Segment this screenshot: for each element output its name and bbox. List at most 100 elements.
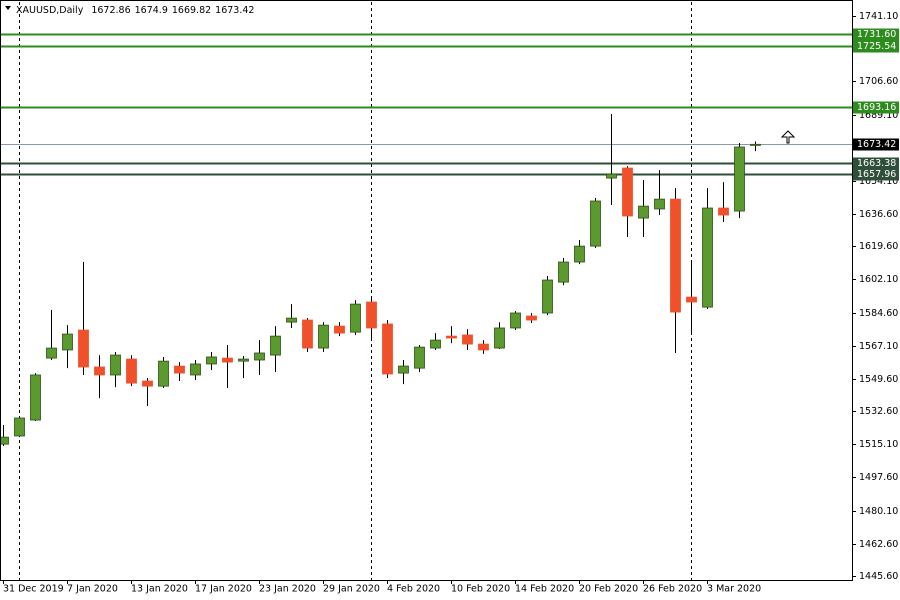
y-tick-label: 1497.60 — [859, 472, 898, 483]
symbol: XAUUSD,Daily — [16, 5, 84, 16]
header-close: 1673.42 — [215, 5, 254, 16]
candle-body — [670, 198, 681, 313]
y-tick-label: 1584.60 — [859, 308, 898, 319]
header-low: 1669.82 — [172, 5, 211, 16]
header-open: 1672.86 — [91, 5, 130, 16]
candle-body — [0, 436, 9, 445]
arrow-icon — [780, 130, 796, 144]
candle-body — [654, 198, 665, 210]
candle-body — [78, 329, 89, 368]
candle-body — [174, 365, 185, 374]
x-tick-label: 20 Feb 2020 — [579, 584, 638, 595]
x-tick-label: 14 Feb 2020 — [515, 584, 574, 595]
candle-body — [478, 343, 489, 351]
level-label-bg — [853, 101, 899, 114]
plot — [0, 33, 852, 447]
x-tick-label: 7 Jan 2020 — [67, 584, 118, 595]
candle-body — [462, 334, 473, 345]
menu-triangle — [5, 6, 11, 10]
x-tick-label: 29 Jan 2020 — [323, 584, 380, 595]
level-label-bg — [853, 28, 899, 41]
frame — [0, 0, 853, 581]
candle-body — [14, 417, 25, 437]
candle-body — [718, 207, 729, 216]
x-tick-label: 13 Jan 2020 — [131, 584, 188, 595]
x-tick-label: 10 Feb 2020 — [451, 584, 510, 595]
y-tick-label: 1602.10 — [859, 274, 898, 285]
x-tick-label: 26 Feb 2020 — [643, 584, 702, 595]
candle-body — [94, 366, 105, 376]
candle-body — [702, 207, 713, 308]
candle-body — [430, 339, 441, 349]
price-label-bg — [853, 138, 899, 151]
candle-body — [622, 167, 633, 217]
y-tick-label: 1706.60 — [859, 76, 898, 87]
candle-body — [382, 323, 393, 375]
level-label-bg — [853, 168, 899, 181]
level-label: 1731.60 — [857, 29, 896, 40]
y-tick-label: 1462.60 — [859, 539, 898, 550]
candle-body — [334, 325, 345, 334]
x-tick-label: 23 Jan 2020 — [259, 584, 316, 595]
candle-body — [46, 347, 57, 359]
x-tick-label: 31 Dec 2019 — [3, 584, 64, 595]
candle-body — [238, 358, 249, 362]
level-label: 1657.96 — [857, 169, 896, 180]
y-tick-label: 1549.60 — [859, 374, 898, 385]
level-label: 1725.54 — [857, 41, 896, 52]
level-label: 1693.16 — [857, 102, 896, 113]
candle-body — [302, 319, 313, 349]
y-tick-label: 1619.60 — [859, 241, 898, 252]
candle-body — [446, 335, 457, 339]
candle-body — [30, 374, 41, 421]
header-high: 1674.9 — [135, 5, 168, 16]
candle-body — [142, 380, 153, 387]
candle-body — [750, 143, 761, 146]
candle-body — [62, 333, 73, 351]
candle-body — [542, 279, 553, 314]
price-label: 1673.42 — [857, 139, 896, 150]
x-tick-label: 3 Mar 2020 — [707, 584, 761, 595]
header: XAUUSD,Daily 1672.86 1674.9 1669.82 1673.42 — [16, 5, 254, 16]
candle-body — [414, 346, 425, 369]
level-label: 1663.38 — [857, 158, 896, 169]
level-label-bg — [853, 40, 899, 53]
candle-body — [574, 245, 585, 263]
candle-body — [494, 327, 505, 349]
y-tick-label: 1636.60 — [859, 209, 898, 220]
y-tick-label: 1480.10 — [859, 506, 898, 517]
candle-body — [270, 335, 281, 356]
candle-body — [510, 312, 521, 329]
y-tick-label: 1689.10 — [859, 110, 898, 121]
candle-body — [206, 356, 217, 365]
candle-body — [350, 303, 361, 333]
candle-body — [638, 205, 649, 219]
y-tick-label: 1741.10 — [859, 11, 898, 22]
y-tick-label: 1515.10 — [859, 439, 898, 450]
y-tick-label: 1445.60 — [859, 571, 898, 582]
x-tick-label: 4 Feb 2020 — [387, 584, 440, 595]
candle-body — [398, 365, 409, 374]
candle-body — [590, 200, 601, 247]
candle-body — [254, 352, 265, 361]
level-label-bg — [853, 157, 899, 170]
y-tick-label: 1654.10 — [859, 176, 898, 187]
candle-body — [158, 360, 169, 387]
candle-body — [126, 358, 137, 384]
candle-body — [558, 261, 569, 283]
y-tick-label: 1532.60 — [859, 406, 898, 417]
candle-body — [286, 317, 297, 323]
candle-body — [734, 146, 745, 212]
candle-body — [318, 324, 329, 349]
y-tick-label: 1567.10 — [859, 341, 898, 352]
candle-body — [222, 357, 233, 363]
candle-body — [366, 301, 377, 329]
candle-body — [190, 363, 201, 376]
candle-body — [110, 354, 121, 376]
candle-body — [686, 296, 697, 303]
candle-body — [606, 173, 617, 179]
candle-body — [526, 315, 537, 321]
x-tick-label: 17 Jan 2020 — [195, 584, 252, 595]
